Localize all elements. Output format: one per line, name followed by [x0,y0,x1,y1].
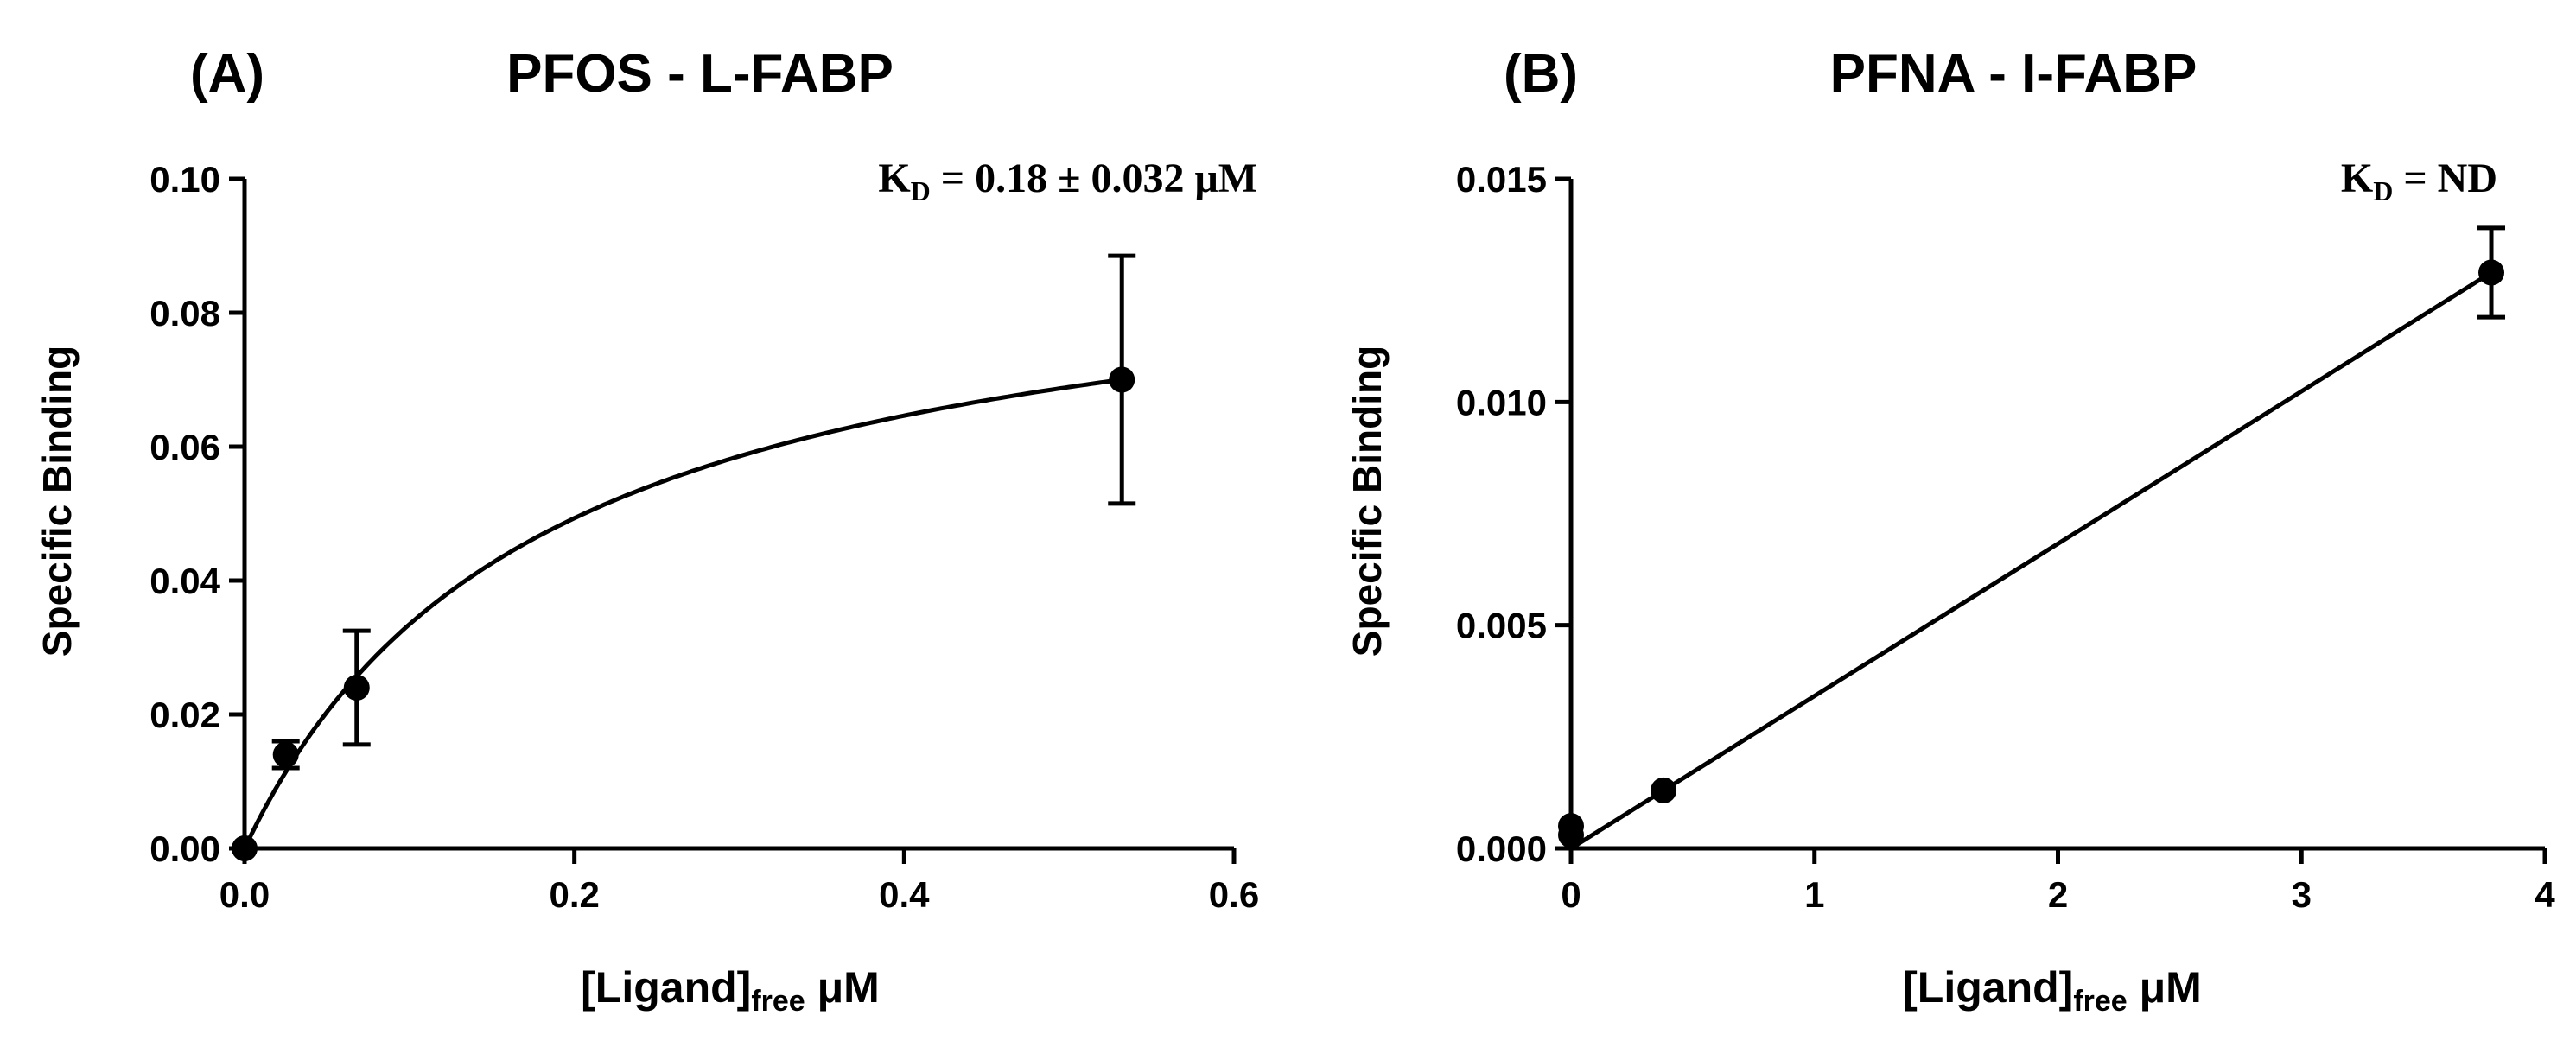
panel-a-y-tick-label: 0.02 [149,695,220,735]
panel-b-data-point [1558,822,1584,848]
panel-a-kd-k: K [878,156,910,201]
panel-a-x-tick-label: 0.6 [1209,874,1259,915]
panel-b-x-tick-label: 0 [1561,874,1581,915]
panel-b-data-point [2478,259,2505,286]
panel-a-x-label-sub: free [751,985,805,1018]
panel-a-y-tick-label: 0.04 [149,561,220,601]
panel-a-y-tick-label: 0.08 [149,293,220,333]
panel-b-x-label-main: [Ligand] [1903,963,2073,1012]
panel-b-title: PFNA - I-FABP [1830,44,2198,104]
panel-a-y-tick-label: 0.00 [149,828,220,869]
panel-b-fit-line [1569,270,2493,851]
panel-b-x-label-unit: μM [2128,963,2202,1012]
panel-b-y-tick-label: 0.015 [1456,159,1547,200]
panel-a-kd-annotation: KD = 0.18 ± 0.032 μM [878,156,1257,206]
panel-b-data-point [1651,777,1677,803]
panel-b-y-tick-label: 0.005 [1456,606,1547,646]
panel-a-data-point [1109,366,1135,393]
panel-a-kd-sub: D [911,175,931,206]
panel-a-data-point [343,675,370,701]
panel-a-title: PFOS - L-FABP [506,44,894,104]
panel-a-x-axis-label: [Ligand]free μM [581,963,880,1018]
panel-a-y-tick-label: 0.06 [149,427,220,467]
panel-b-kd-value: = ND [2393,156,2497,201]
panel-a-data-point [272,741,299,768]
panel-a-fit-line [242,377,1123,850]
panel-a-y-axis-label: Specific Binding [35,346,80,657]
panel-a-x-tick-label: 0.4 [879,874,930,915]
panel-b-x-label-sub: free [2073,985,2127,1018]
panel-a: (A) PFOS - L-FABP Specific Binding [Liga… [35,44,1259,1018]
panel-b-kd-annotation: KD = ND [2341,156,2497,206]
panel-a-x-tick-label: 0.0 [219,874,270,915]
panel-b-y-tick-label: 0.000 [1456,828,1547,869]
panel-b-kd-k: K [2341,156,2373,201]
panel-b-x-tick-label: 1 [1804,874,1824,915]
panel-b-x-tick-label: 2 [2048,874,2068,915]
panel-a-kd-value: = 0.18 ± 0.032 μM [931,156,1257,201]
panel-a-x-tick-label: 0.2 [549,874,599,915]
panel-b-y-tick-label: 0.010 [1456,382,1547,422]
panel-b-x-tick-label: 3 [2292,874,2312,915]
panel-b: (B) PFNA - I-FABP Specific Binding [Liga… [1345,44,2555,1018]
panel-a-label: (A) [190,44,264,104]
panel-a-y-tick-label: 0.10 [149,159,220,200]
panel-b-kd-sub: D [2373,175,2393,206]
panel-a-x-label-unit: μM [805,963,880,1012]
panel-b-x-axis-label: [Ligand]free μM [1903,963,2202,1018]
panel-b-label: (B) [1504,44,1578,104]
panel-b-y-axis-label: Specific Binding [1345,346,1390,657]
panel-a-x-label-main: [Ligand] [581,963,751,1012]
panel-b-x-tick-label: 4 [2535,874,2555,915]
panel-a-data-point [232,835,258,861]
